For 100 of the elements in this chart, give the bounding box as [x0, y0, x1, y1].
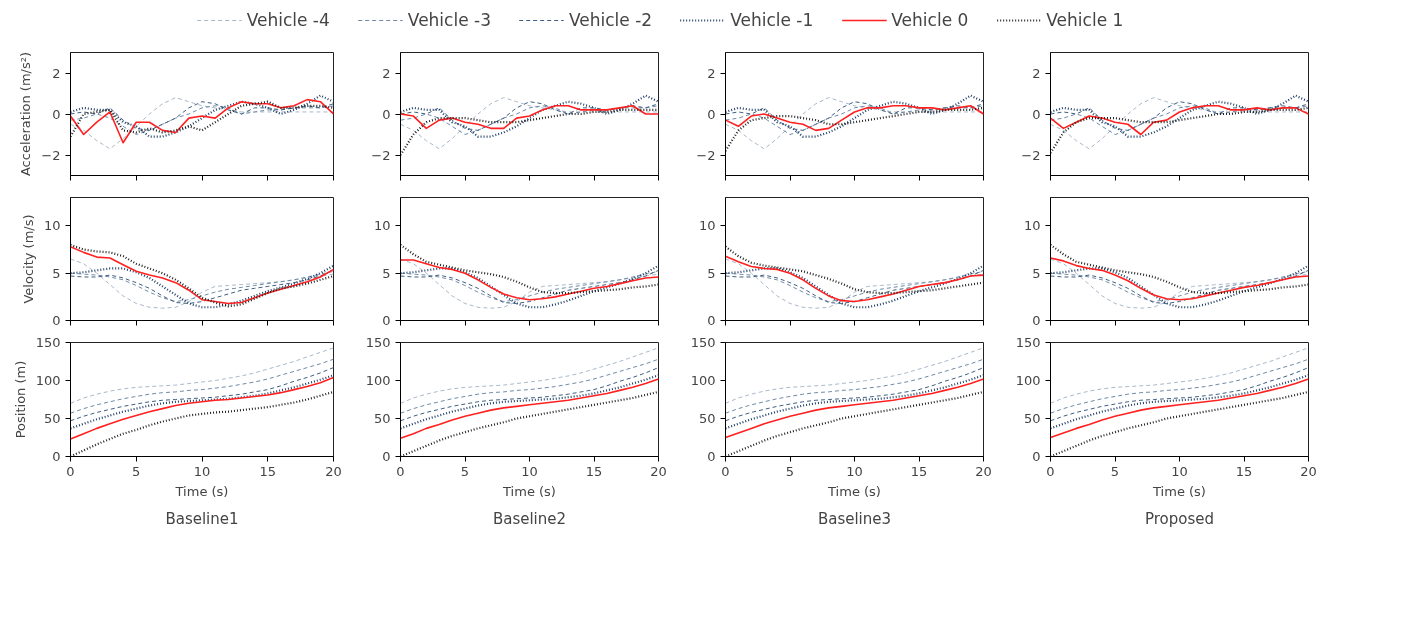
- line-series: [725, 358, 984, 414]
- line-series: [400, 347, 659, 404]
- y-tick-label: 50: [1023, 411, 1041, 426]
- x-tick-label: 10: [521, 463, 538, 479]
- x-tick-label: 20: [975, 463, 992, 479]
- y-tick-label: 50: [373, 411, 391, 426]
- y-tick-label: 2: [707, 65, 716, 81]
- y-tick-label: 0: [382, 106, 391, 122]
- y-tick-label: 50: [43, 411, 61, 426]
- line-series: [725, 255, 984, 303]
- legend-label: Vehicle -2: [568, 10, 653, 30]
- legend-label: Vehicle -4: [246, 10, 330, 30]
- text: Proposed: [1144, 509, 1215, 528]
- y-tick-label: 0: [707, 106, 716, 122]
- x-tick-label: 20: [650, 463, 667, 479]
- y-tick-label: 0: [52, 313, 61, 328]
- line-series: [1050, 97, 1309, 150]
- x-axis-title: Time (s): [502, 483, 556, 499]
- y-tick-label: 0: [382, 313, 391, 328]
- x-tick-label: 0: [396, 463, 405, 479]
- line-series: [400, 374, 659, 430]
- x-tick-label: 15: [585, 463, 603, 479]
- x-axis-title: Time (s): [827, 483, 881, 499]
- line-series: [70, 367, 334, 422]
- line-series: [725, 245, 984, 295]
- line-series: [725, 374, 984, 430]
- y-tick-label: 100: [1015, 373, 1041, 388]
- y-tick-label: −2: [1021, 147, 1041, 163]
- y-tick-label: 0: [1032, 106, 1041, 122]
- x-tick-label: 15: [1235, 463, 1253, 479]
- line-series: [400, 97, 659, 150]
- line-series: [400, 94, 659, 138]
- line-series: [1050, 358, 1309, 414]
- x-tick-label: 10: [1171, 463, 1188, 479]
- x-axis-title: Time (s): [174, 483, 229, 499]
- y-tick-label: −2: [696, 147, 716, 163]
- legend-label: Vehicle -3: [407, 10, 491, 30]
- y-tick-label: 100: [35, 373, 61, 388]
- line-series: [400, 108, 659, 157]
- line-series: [1050, 94, 1309, 138]
- y-tick-label: 0: [707, 313, 716, 328]
- text: Baseline2: [492, 509, 567, 528]
- line-series: [70, 347, 334, 404]
- text: Baseline3: [817, 509, 892, 528]
- line-series: [400, 378, 659, 440]
- line-series: [1050, 347, 1309, 404]
- y-tick-label: 100: [690, 373, 716, 388]
- line-series: [725, 97, 984, 150]
- y-tick-label: 100: [365, 373, 391, 388]
- y-tick-label: 10: [43, 218, 61, 234]
- line-series: [725, 367, 984, 422]
- x-tick-label: 15: [910, 463, 928, 479]
- line-series: [1050, 378, 1309, 439]
- y-tick-label: 5: [52, 265, 61, 281]
- y-tick-label: 0: [1032, 449, 1041, 464]
- y-tick-label: 0: [707, 449, 716, 464]
- line-series: [1050, 257, 1309, 301]
- y-tick-label: 5: [1032, 265, 1041, 281]
- x-tick-label: 20: [1300, 463, 1317, 479]
- y-tick-label: 150: [365, 335, 391, 350]
- line-series: [400, 367, 659, 422]
- line-series: [400, 259, 659, 301]
- x-tick-label: 10: [846, 463, 863, 479]
- legend-label: Vehicle 1: [1046, 10, 1124, 30]
- y-tick-label: 5: [707, 265, 716, 281]
- x-tick-label: 5: [460, 463, 470, 479]
- line-series: [1050, 367, 1309, 422]
- legend-label: Vehicle -1: [730, 10, 814, 30]
- x-tick-label: 15: [259, 463, 277, 479]
- y-tick-label: 10: [1023, 218, 1041, 234]
- x-tick-label: 5: [1110, 463, 1120, 479]
- line-series: [725, 378, 984, 439]
- y-tick-label: 150: [35, 335, 61, 350]
- y-tick-label: 2: [382, 65, 391, 81]
- line-series: [70, 358, 334, 414]
- x-tick-label: 10: [193, 463, 211, 479]
- y-tick-label: −2: [41, 147, 61, 163]
- line-series: [400, 358, 659, 414]
- y-tick-label: 0: [382, 449, 391, 464]
- x-tick-label: 5: [132, 463, 141, 479]
- legend-label: Vehicle 0: [891, 10, 969, 30]
- x-tick-label: 5: [785, 463, 795, 479]
- y-tick-label: 150: [690, 335, 716, 350]
- y-tick-label: 5: [382, 265, 391, 281]
- y-axis-title: Velocity (m/s): [20, 214, 36, 304]
- y-tick-label: 10: [373, 218, 391, 234]
- y-tick-label: 0: [52, 106, 61, 122]
- line-series: [70, 376, 334, 440]
- y-tick-label: −2: [371, 147, 391, 163]
- line-series: [70, 374, 334, 430]
- line-series: [725, 347, 984, 404]
- x-axis-title: Time (s): [1152, 483, 1206, 499]
- y-axis-title: Position (m): [12, 360, 28, 439]
- line-series: [725, 94, 984, 138]
- text: Baseline1: [165, 509, 239, 528]
- y-axis-title: Acceleration (m/s²): [18, 51, 34, 177]
- x-tick-label: 0: [66, 463, 75, 479]
- x-tick-label: 0: [1046, 463, 1055, 479]
- y-tick-label: 50: [698, 411, 716, 426]
- y-tick-label: 2: [52, 65, 61, 81]
